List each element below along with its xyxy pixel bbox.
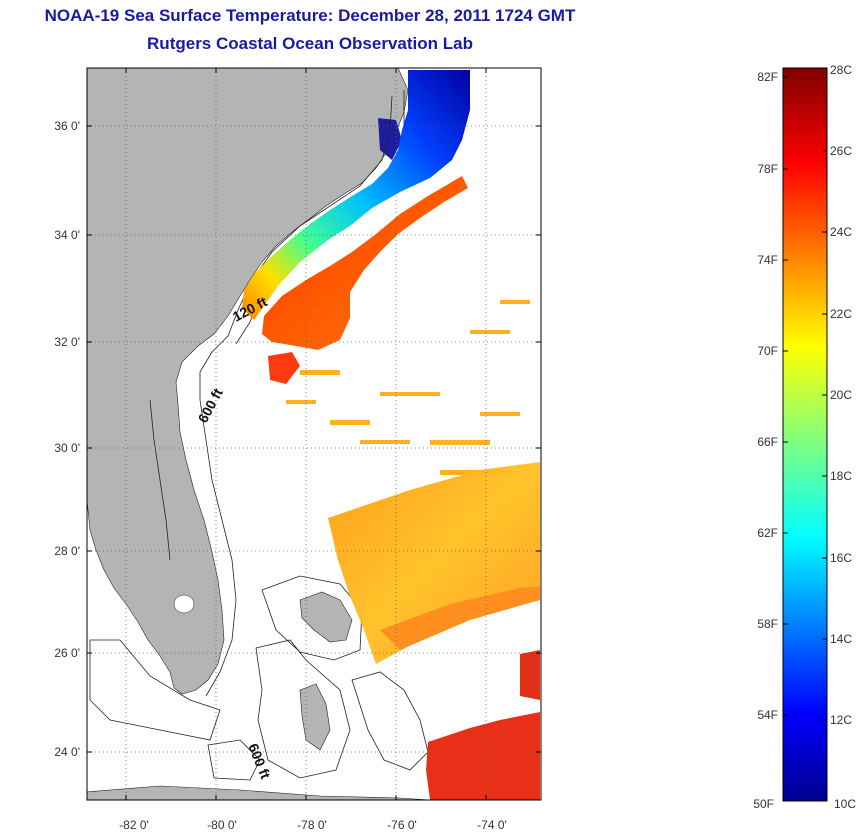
lat-label: 30 0' xyxy=(54,441,80,455)
latitude-labels: 36 0' 34 0' 32 0' 30 0' 28 0' 26 0' 24 0… xyxy=(54,119,80,759)
colorbar-label-c: 28C xyxy=(830,63,852,77)
land-us-mainland xyxy=(87,68,409,695)
axis-ticks xyxy=(87,68,541,800)
island-grand-bahama-abaco xyxy=(299,591,353,643)
colorbar: 82F 78F 74F 70F 66F 62F 58F 54F 50F 28C … xyxy=(753,63,856,811)
sst-coastal-band xyxy=(242,70,470,320)
longitude-labels: -82 0' -80 0' -78 0' -76 0' -74 0' xyxy=(119,818,507,832)
land-cuba xyxy=(87,785,431,800)
colorbar-label-f: 74F xyxy=(757,253,778,267)
colorbar-gradient xyxy=(782,67,828,802)
lat-label: 26 0' xyxy=(54,646,80,660)
colorbar-label-c: 18C xyxy=(830,469,852,483)
map-subtitle: Rutgers Coastal Ocean Observation Lab xyxy=(147,34,473,53)
lat-label: 32 0' xyxy=(54,335,80,349)
map-frame xyxy=(86,67,542,801)
lon-label: -82 0' xyxy=(119,818,149,832)
sst-southeast-patch xyxy=(520,650,540,700)
colorbar-label-f: 82F xyxy=(757,70,778,84)
colorbar-label-c: 24C xyxy=(830,225,852,239)
colorbar-label-f: 78F xyxy=(757,162,778,176)
lat-label: 28 0' xyxy=(54,544,80,558)
sst-swath-warm-streak xyxy=(380,586,540,650)
colorbar-label-f: 54F xyxy=(757,708,778,722)
lon-label: -74 0' xyxy=(477,818,507,832)
map-title: NOAA-19 Sea Surface Temperature: Decembe… xyxy=(44,6,576,25)
colorbar-label-f: 58F xyxy=(757,617,778,631)
lon-label: -80 0' xyxy=(207,818,237,832)
sst-satellite-swath xyxy=(328,462,540,664)
sst-southern-warm xyxy=(426,712,540,800)
sst-gulf-stream xyxy=(262,176,468,350)
lake-okeechobee xyxy=(173,594,195,614)
colorbar-label-f: 66F xyxy=(757,435,778,449)
colorbar-label-c: 22C xyxy=(830,307,852,321)
colorbar-label-f: 50F xyxy=(753,797,774,811)
lat-label: 34 0' xyxy=(54,228,80,242)
colorbar-label-c: 26C xyxy=(830,144,852,158)
colorbar-ticks xyxy=(783,76,827,721)
colorbar-label-f: 70F xyxy=(757,344,778,358)
colorbar-label-c: 12C xyxy=(830,713,852,727)
colorbar-label-c: 20C xyxy=(830,388,852,402)
lat-label: 36 0' xyxy=(54,119,80,133)
lat-label: 24 0' xyxy=(54,745,80,759)
colorbar-label-f: 62F xyxy=(757,526,778,540)
sst-warm-patch xyxy=(268,352,300,384)
island-andros xyxy=(299,683,331,751)
colorbar-label-c: 10C xyxy=(834,797,856,811)
lon-label: -76 0' xyxy=(387,818,417,832)
colorbar-label-c: 14C xyxy=(830,632,852,646)
lon-label: -78 0' xyxy=(297,818,327,832)
colorbar-label-c: 16C xyxy=(830,551,852,565)
map-panel: 120 ft 600 ft 600 ft xyxy=(87,68,541,800)
